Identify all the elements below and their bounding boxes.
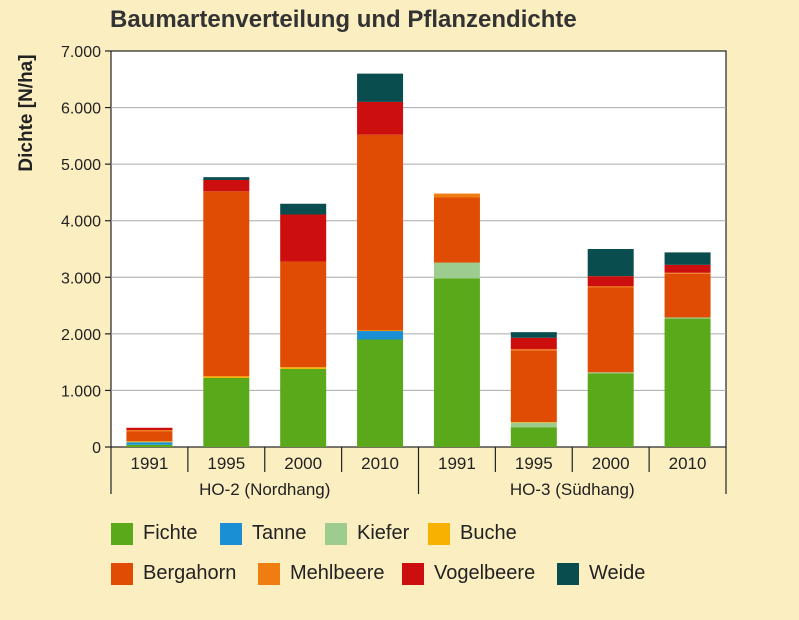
bar-segment-buche bbox=[203, 376, 250, 378]
bar-segment-kiefer bbox=[126, 441, 173, 443]
bar-segment-bergahorn bbox=[510, 350, 557, 423]
y-tick-label: 6.000 bbox=[61, 101, 101, 118]
y-tick-label: 1.000 bbox=[61, 383, 101, 400]
legend-label: Bergahorn bbox=[143, 562, 237, 584]
bar-segment-kiefer bbox=[510, 422, 557, 428]
x-tick-label: 2000 bbox=[592, 454, 630, 473]
bar-segment-weide bbox=[510, 332, 557, 338]
legend-label: Vogelbeere bbox=[434, 562, 536, 584]
bar-segment-tanne bbox=[357, 331, 404, 340]
bar-segment-mehlbeere bbox=[126, 430, 173, 432]
bar-segment-fichte bbox=[510, 427, 557, 447]
bar-segment-bergahorn bbox=[664, 273, 711, 318]
bar-segment-vogelbeere bbox=[587, 276, 634, 287]
bar-segment-weide bbox=[587, 249, 634, 277]
bar-segment-bergahorn bbox=[357, 134, 404, 331]
bar-segment-buche bbox=[357, 330, 404, 332]
bar-segment-fichte bbox=[280, 368, 327, 447]
bar-segment-fichte bbox=[587, 373, 634, 447]
bar-segment-mehlbeere bbox=[510, 349, 557, 351]
legend-swatch bbox=[220, 522, 242, 545]
legend-item-fichte: Fichte bbox=[111, 522, 197, 545]
x-axis: 1991 1995 2000 2010 1991 1995 2000 2010 HO-2 (No… bbox=[110, 447, 727, 499]
bar-segment-vogelbeere bbox=[126, 427, 173, 431]
legend-item-bergahorn: Bergahorn bbox=[111, 562, 236, 585]
x-group-label: HO-3 (Südhang) bbox=[510, 480, 635, 499]
y-axis-label: Dichte [N/ha] bbox=[16, 54, 37, 171]
bar-segment-fichte bbox=[126, 444, 173, 447]
y-tick-label: 0 bbox=[92, 440, 101, 457]
bar-segment-weide bbox=[280, 203, 327, 215]
legend-item-buche: Buche bbox=[428, 522, 517, 545]
bar-segment-fichte bbox=[203, 377, 250, 447]
legend-label: Mehlbeere bbox=[290, 562, 385, 584]
bar-segment-fichte bbox=[664, 318, 711, 447]
x-tick-label: 2010 bbox=[669, 454, 707, 473]
bar-segment-vogelbeere bbox=[357, 101, 404, 135]
bar-segment-tanne bbox=[126, 442, 173, 445]
bar-segment-vogelbeere bbox=[510, 337, 557, 350]
bar-segment-weide bbox=[664, 252, 711, 265]
x-tick-label: 1995 bbox=[207, 454, 245, 473]
plot-area bbox=[110, 50, 727, 448]
x-tick-label: 1991 bbox=[438, 454, 476, 473]
bar-segment-kiefer bbox=[664, 317, 711, 319]
legend-swatch bbox=[402, 562, 424, 585]
y-tick-label: 7.000 bbox=[61, 44, 101, 61]
legend-swatch bbox=[258, 562, 280, 585]
chart-title: Baumartenverteilung und Pflanzendichte bbox=[110, 6, 577, 33]
bar-segment-mehlbeere bbox=[664, 272, 711, 274]
bar-segment-vogelbeere bbox=[203, 179, 250, 192]
x-tick-label: 2000 bbox=[284, 454, 322, 473]
legend-swatch bbox=[111, 562, 133, 585]
legend-label: Fichte bbox=[143, 522, 198, 544]
bar-segment-mehlbeere bbox=[433, 193, 480, 198]
legend-label: Tanne bbox=[252, 522, 307, 544]
legend-item-mehlbeere: Mehlbeere bbox=[258, 562, 385, 585]
x-tick-label: 1991 bbox=[131, 454, 169, 473]
legend-label: Kiefer bbox=[357, 522, 410, 544]
bar-segment-vogelbeere bbox=[280, 214, 327, 262]
legend-swatch bbox=[325, 522, 347, 545]
legend-swatch bbox=[557, 562, 579, 585]
bar-segment-bergahorn bbox=[280, 261, 327, 368]
x-group-label: HO-2 (Nordhang) bbox=[199, 480, 330, 499]
bar-segment-buche bbox=[280, 367, 327, 369]
x-tick-label: 1995 bbox=[515, 454, 553, 473]
legend-item-kiefer: Kiefer bbox=[325, 522, 409, 545]
bar-segment-bergahorn bbox=[203, 191, 250, 377]
bar-segment-fichte bbox=[357, 339, 404, 447]
legend-swatch bbox=[428, 522, 450, 545]
y-tick-label: 2.000 bbox=[61, 327, 101, 344]
legend-label: Buche bbox=[460, 522, 517, 544]
bar-segment-bergahorn bbox=[433, 197, 480, 263]
y-tick-label: 4.000 bbox=[61, 214, 101, 231]
bar-segment-kiefer bbox=[433, 262, 480, 279]
bar-segment-weide bbox=[203, 177, 250, 180]
y-tick-label: 3.000 bbox=[61, 270, 101, 287]
bar-segment-fichte bbox=[433, 278, 480, 447]
legend-swatch bbox=[111, 522, 133, 545]
bar-segment-bergahorn bbox=[126, 431, 173, 442]
legend-label: Weide bbox=[589, 562, 646, 584]
bar-segment-kiefer bbox=[587, 372, 634, 374]
x-tick-label: 2010 bbox=[361, 454, 399, 473]
bar-segment-weide bbox=[357, 73, 404, 102]
bar-segment-vogelbeere bbox=[664, 264, 711, 273]
legend-item-tanne: Tanne bbox=[220, 522, 307, 545]
y-tick-label: 5.000 bbox=[61, 157, 101, 174]
bar-segment-buche bbox=[126, 441, 173, 442]
bars bbox=[126, 73, 711, 447]
bar-segment-bergahorn bbox=[587, 287, 634, 373]
y-axis-ticks: 0 1.000 2.000 3.000 4.000 5.000 6.000 7.000 bbox=[61, 44, 111, 457]
legend-item-vogelbeere: Vogelbeere bbox=[402, 562, 535, 585]
bar-segment-mehlbeere bbox=[587, 286, 634, 288]
legend-item-weide: Weide bbox=[557, 562, 645, 585]
bar-segment-buche bbox=[510, 422, 557, 423]
